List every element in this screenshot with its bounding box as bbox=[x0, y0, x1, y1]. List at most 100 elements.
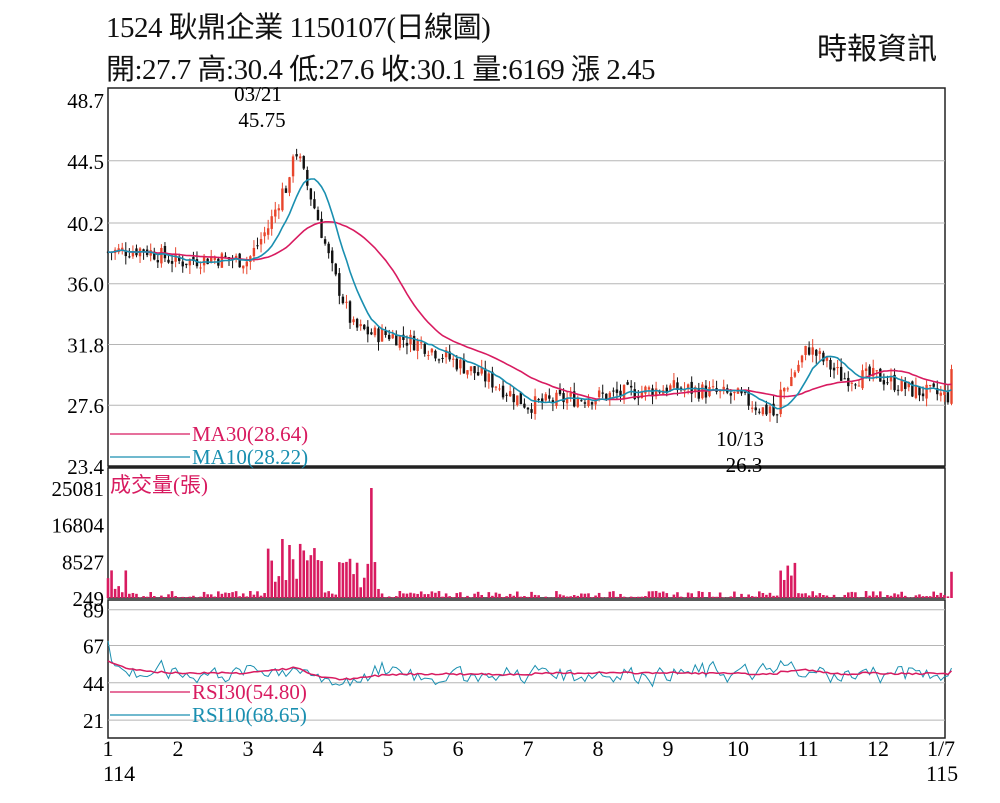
rsi-y-tick: 44 bbox=[83, 672, 105, 696]
candle-body bbox=[743, 391, 747, 393]
ma30-legend-label: MA30(28.64) bbox=[192, 422, 308, 446]
volume-bar bbox=[686, 592, 690, 598]
candle-body bbox=[587, 400, 590, 407]
volume-bar bbox=[523, 596, 526, 598]
volume-bar bbox=[818, 593, 822, 598]
volume-bar bbox=[316, 560, 320, 598]
volume-bar bbox=[323, 592, 327, 598]
candle-body bbox=[523, 403, 526, 408]
volume-bar bbox=[273, 581, 277, 598]
volume-bar bbox=[348, 558, 352, 598]
volume-bar bbox=[914, 595, 918, 598]
candle-body bbox=[448, 351, 451, 360]
volume-bar bbox=[747, 594, 750, 598]
volume-bar bbox=[352, 574, 355, 598]
candle-body bbox=[395, 334, 398, 346]
volume-bar bbox=[106, 578, 110, 598]
volume-bar bbox=[202, 591, 206, 598]
candle-body bbox=[594, 399, 597, 405]
volume-bar bbox=[241, 593, 245, 598]
volume-bar bbox=[768, 592, 772, 598]
peak-value-label: 45.75 bbox=[238, 108, 285, 132]
candle-body bbox=[825, 357, 829, 361]
volume-bar bbox=[918, 594, 921, 598]
volume-bar bbox=[864, 591, 868, 598]
candle-body bbox=[565, 398, 569, 404]
volume-bar bbox=[701, 591, 704, 598]
candle-body bbox=[370, 332, 373, 335]
volume-bar bbox=[693, 597, 697, 598]
volume-bar bbox=[498, 593, 501, 598]
candle-body bbox=[729, 393, 733, 396]
candle-body bbox=[309, 188, 313, 200]
candle-body bbox=[619, 390, 622, 396]
volume-bar bbox=[163, 596, 167, 598]
volume-bar bbox=[291, 559, 295, 598]
volume-bar bbox=[939, 592, 943, 598]
candle-body bbox=[822, 352, 825, 362]
volume-bar bbox=[583, 593, 587, 598]
candle-body bbox=[807, 347, 811, 355]
volume-bar bbox=[565, 596, 569, 598]
candle-body bbox=[533, 396, 537, 414]
candle-body bbox=[508, 391, 512, 397]
volume-bar bbox=[900, 591, 903, 598]
candle-body bbox=[466, 370, 469, 375]
volume-bar bbox=[580, 593, 583, 598]
candle-body bbox=[936, 388, 939, 395]
candle-body bbox=[124, 250, 127, 257]
candle-body bbox=[288, 177, 291, 193]
volume-bar bbox=[672, 594, 676, 598]
volume-bar bbox=[690, 593, 693, 598]
x-axis-tick: 2 bbox=[173, 736, 184, 761]
volume-bar bbox=[110, 570, 113, 598]
volume-bar bbox=[217, 591, 220, 598]
volume-bar bbox=[256, 591, 259, 598]
rsi30-legend-label: RSI30(54.80) bbox=[192, 680, 307, 704]
candle-body bbox=[526, 407, 530, 410]
candle-body bbox=[590, 402, 594, 405]
candle-body bbox=[832, 367, 836, 371]
volume-bar bbox=[779, 570, 782, 598]
volume-bar bbox=[238, 596, 241, 598]
ma30-line bbox=[107, 221, 952, 401]
candle-body bbox=[391, 334, 394, 339]
volume-bar bbox=[234, 591, 238, 598]
candle-body bbox=[142, 249, 145, 252]
volume-bar bbox=[530, 591, 533, 598]
candle-body bbox=[519, 392, 523, 405]
volume-bar bbox=[761, 592, 765, 598]
candle-body bbox=[551, 400, 555, 404]
volume-bar bbox=[832, 594, 836, 598]
candle-body bbox=[811, 347, 814, 355]
volume-bar bbox=[715, 596, 718, 598]
volume-bar bbox=[423, 594, 427, 598]
candle-body bbox=[711, 386, 715, 388]
candle-body bbox=[202, 256, 206, 266]
volume-bar bbox=[612, 591, 615, 598]
volume-bar bbox=[850, 591, 854, 598]
candle-body bbox=[629, 385, 633, 388]
candle-body bbox=[327, 243, 330, 254]
candle-body bbox=[783, 388, 786, 392]
volume-bar bbox=[309, 555, 313, 598]
candle-body bbox=[341, 296, 345, 304]
volume-bar bbox=[412, 593, 416, 598]
volume-bar bbox=[113, 588, 117, 598]
volume-bar bbox=[391, 597, 395, 598]
volume-bar bbox=[729, 596, 733, 598]
volume-bar bbox=[487, 592, 491, 598]
candle-body bbox=[430, 348, 434, 353]
candle-body bbox=[872, 367, 875, 377]
x-axis-tick: 3 bbox=[243, 736, 254, 761]
candle-body bbox=[932, 383, 935, 387]
volume-bar bbox=[117, 586, 120, 598]
price-y-tick: 36.0 bbox=[67, 273, 104, 297]
candle-body bbox=[647, 387, 651, 390]
volume-bar bbox=[857, 597, 861, 598]
candle-body bbox=[925, 384, 928, 399]
candle-body bbox=[651, 388, 654, 397]
peak-date-label: 03/21 bbox=[234, 82, 282, 106]
volume-panel-frame bbox=[107, 467, 946, 599]
candle-body bbox=[323, 239, 327, 244]
